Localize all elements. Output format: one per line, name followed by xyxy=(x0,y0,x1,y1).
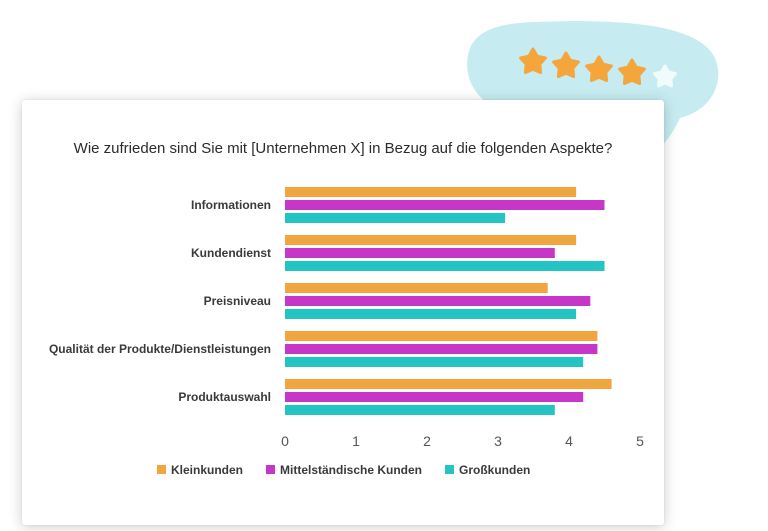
chart-title: Wie zufrieden sind Sie mit [Unternehmen … xyxy=(74,140,613,157)
bar-grosskunden-produktauswahl xyxy=(285,405,555,415)
x-tick-label: 3 xyxy=(494,433,502,449)
x-tick-label: 4 xyxy=(565,433,573,449)
bar-kleinkunden-kundendienst xyxy=(285,235,577,245)
star-filled-icon xyxy=(585,55,613,82)
x-tick-label: 2 xyxy=(423,433,431,449)
bar-mittelstaendische-kunden-kundendienst xyxy=(285,248,555,258)
legend-label: Kleinkunden xyxy=(171,463,243,477)
bars xyxy=(285,187,612,415)
star-filled-icon xyxy=(519,47,547,74)
category-label-produktauswahl: Produktauswahl xyxy=(178,390,271,404)
x-tick-label: 5 xyxy=(636,433,644,449)
star-filled-icon xyxy=(552,51,580,78)
x-axis-ticks: 0 1 2 3 4 5 xyxy=(281,433,644,449)
category-label-kundendienst: Kundendienst xyxy=(191,246,271,260)
legend-swatch xyxy=(157,465,166,474)
legend-swatch xyxy=(266,465,275,474)
star-filled-icon xyxy=(618,58,646,85)
category-label-informationen: Informationen xyxy=(191,198,271,212)
legend: Kleinkunden Mittelständische Kunden Großku… xyxy=(157,463,530,477)
bar-grosskunden-kundendienst xyxy=(285,261,605,271)
bar-grosskunden-informationen xyxy=(285,213,506,223)
legend-item-mittelstaendische-kunden: Mittelständische Kunden xyxy=(266,463,422,477)
x-tick-label: 1 xyxy=(352,433,360,449)
legend-item-grosskunden: Großkunden xyxy=(445,463,530,477)
bar-mittelstaendische-kunden-preisniveau xyxy=(285,296,591,306)
category-label-qualitaet-der-produkte-dienstleistungen: Qualität der Produkte/Dienstleistungen xyxy=(49,342,271,356)
bar-kleinkunden-qualitaet-der-produkte-dienstleistungen xyxy=(285,331,598,341)
legend-swatch xyxy=(445,465,454,474)
star-empty-icon xyxy=(653,64,677,88)
bar-grosskunden-preisniveau xyxy=(285,309,577,319)
bar-kleinkunden-preisniveau xyxy=(285,283,548,293)
legend-label: Mittelständische Kunden xyxy=(280,463,422,477)
legend-label: Großkunden xyxy=(459,463,530,477)
category-labels: Informationen Kundendienst Preisniveau Qual… xyxy=(49,198,271,404)
bar-mittelstaendische-kunden-qualitaet-der-produkte-dienstleistungen xyxy=(285,344,598,354)
bar-mittelstaendische-kunden-produktauswahl xyxy=(285,392,584,402)
bar-grosskunden-qualitaet-der-produkte-dienstleistungen xyxy=(285,357,584,367)
bar-kleinkunden-informationen xyxy=(285,187,577,197)
category-label-preisniveau: Preisniveau xyxy=(204,294,271,308)
star-rating xyxy=(519,47,677,88)
bar-mittelstaendische-kunden-informationen xyxy=(285,200,605,210)
bar-kleinkunden-produktauswahl xyxy=(285,379,612,389)
legend-item-kleinkunden: Kleinkunden xyxy=(157,463,243,477)
x-tick-label: 0 xyxy=(281,433,289,449)
